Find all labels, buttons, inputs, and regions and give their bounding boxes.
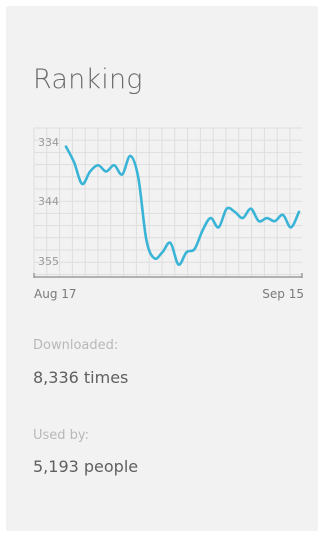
card-title: Ranking bbox=[33, 64, 143, 95]
downloaded-label: Downloaded: bbox=[33, 338, 119, 353]
used-by-label: Used by: bbox=[33, 428, 90, 443]
ranking-card: Ranking bbox=[6, 6, 318, 531]
used-by-value: 5,193 people bbox=[33, 457, 139, 476]
downloaded-value: 8,336 times bbox=[33, 368, 129, 387]
